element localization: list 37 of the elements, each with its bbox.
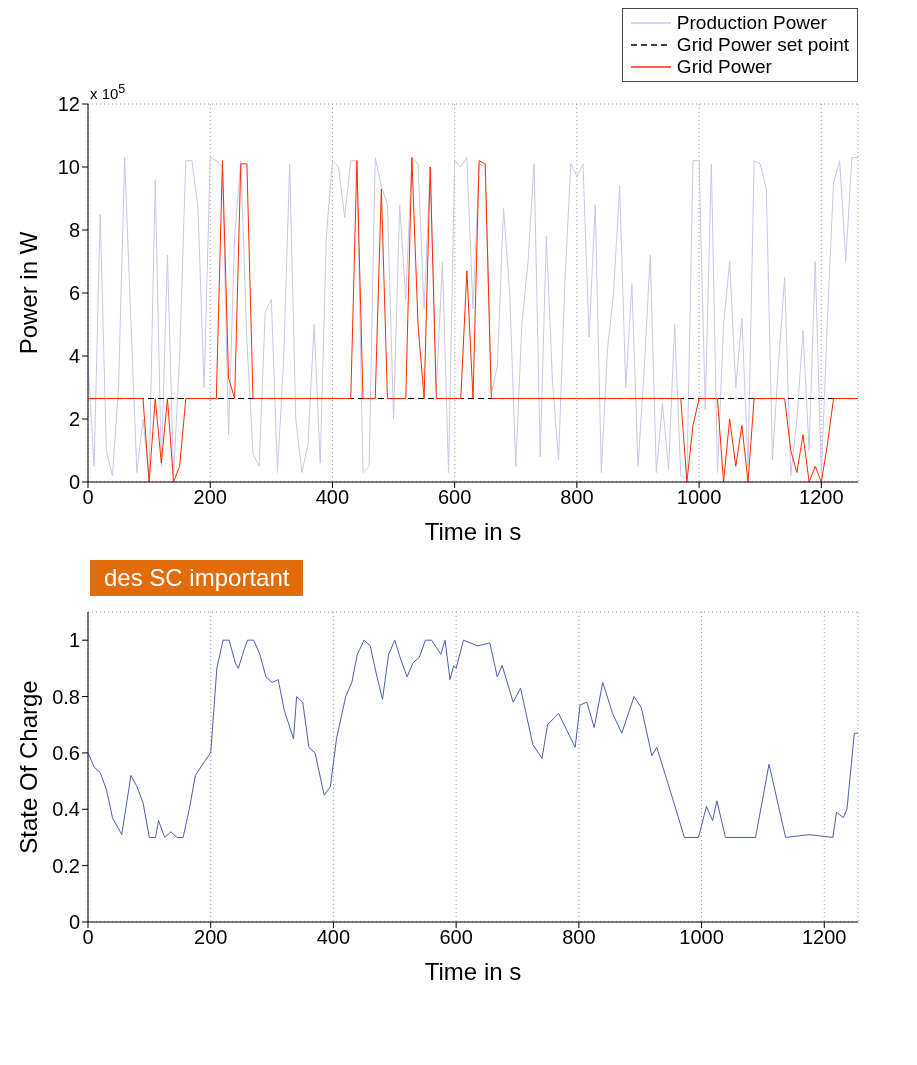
- text: x 10$^{5}$: [90, 82, 126, 102]
- y-axis-title: State Of Charge: [14, 680, 42, 854]
- text: des SC important: [90, 560, 304, 596]
- x-tick-label: 200: [194, 926, 228, 949]
- x-axis-title: Time in s: [424, 958, 522, 985]
- x-tick-label: 1000: [676, 486, 722, 509]
- y-tick-label: 0.8: [52, 685, 80, 708]
- y-tick-label: 10: [57, 156, 80, 179]
- y-tick-label: 0: [68, 471, 80, 494]
- x-tick-label: 200: [193, 486, 227, 509]
- x-tick-label: 1200: [802, 926, 847, 949]
- y-tick-label: 0.4: [52, 798, 80, 821]
- y-tick-label: 12: [57, 93, 80, 116]
- y-tick-label: 2: [68, 408, 80, 431]
- y-tick-label: 0.2: [52, 854, 80, 877]
- legend-label: Grid Power set point: [676, 34, 849, 56]
- x-tick-label: 0: [82, 486, 94, 509]
- x-tick-label: 600: [437, 486, 472, 509]
- x-tick-label: 400: [316, 926, 351, 949]
- x-tick-label: 1000: [679, 926, 724, 949]
- y-tick-label: 0.6: [52, 742, 80, 765]
- y-axis-title: Power in W: [14, 231, 42, 355]
- x-tick-label: 800: [560, 486, 594, 509]
- x-axis-title: Time in s: [424, 518, 522, 545]
- legend-label: Grid Power: [676, 56, 772, 78]
- legend-label: Production Power: [676, 12, 827, 34]
- x-tick-label: 800: [562, 926, 596, 949]
- y-tick-label: 4: [68, 345, 80, 368]
- y-tick-label: 8: [68, 219, 80, 242]
- x-tick-label: 600: [439, 926, 473, 949]
- y-tick-label: 1: [68, 629, 80, 652]
- x-tick-label: 1200: [799, 486, 844, 509]
- x-tick-label: 0: [82, 926, 94, 949]
- y-tick-label: 0: [68, 911, 80, 934]
- x-tick-label: 400: [315, 486, 350, 509]
- line-series: [88, 639, 858, 838]
- y-tick-label: 6: [68, 282, 80, 305]
